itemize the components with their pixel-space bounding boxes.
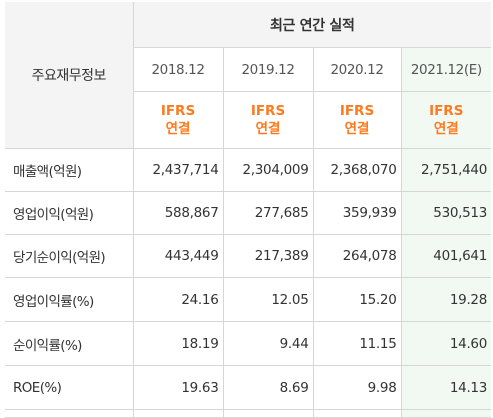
basis-scope: 연결 (165, 121, 191, 137)
table-cell: 2,437,714 (132, 148, 224, 192)
table-row: 순이익률(%) 18.19 9.44 11.15 14.60 (5, 321, 492, 366)
table-row: 영업이익률(%) 24.16 12.05 15.20 19.28 (5, 277, 492, 322)
table-cell: 588,867 (132, 191, 224, 235)
table-cell: 2,304,009 (222, 148, 314, 192)
basis-scope: 연결 (255, 121, 281, 137)
table-cell: 9.98 (312, 365, 402, 410)
table-cell-estimate: 401,641 (400, 234, 492, 278)
table-cell: 18.19 (132, 321, 224, 366)
table-cell: 24.16 (132, 277, 224, 322)
table-cell-estimate: 14.13 (400, 365, 492, 410)
row-label: 매출액(억원) (5, 148, 134, 192)
table-cell: 2,368,070 (312, 148, 402, 192)
table-cell-estimate: 14.60 (400, 321, 492, 366)
table-row: 당기순이익(억원) 443,449 217,389 264,078 401,64… (5, 234, 492, 278)
table-cell: 19.63 (132, 365, 224, 410)
basis-cell: IFRS 연결 (312, 91, 402, 149)
empty-cell (132, 409, 224, 418)
table-cell-estimate: 530,513 (400, 191, 492, 235)
empty-cell (5, 409, 134, 418)
table-cell: 443,449 (132, 234, 224, 278)
table-row: ROE(%) 19.63 8.69 9.98 14.13 (5, 365, 492, 410)
basis-standard: IFRS (160, 103, 196, 119)
empty-cell (400, 409, 492, 418)
period-header: 2019.12 (222, 47, 314, 92)
row-label: ROE(%) (5, 365, 134, 410)
basis-scope: 연결 (433, 121, 459, 137)
table-row: 매출액(억원) 2,437,714 2,304,009 2,368,070 2,… (5, 148, 492, 192)
period-header-estimate: 2021.12(E) (400, 47, 492, 92)
table-row-cutoff (5, 409, 492, 418)
row-label: 영업이익(억원) (5, 191, 134, 235)
table-cell: 15.20 (312, 277, 402, 322)
basis-standard: IFRS (429, 103, 464, 119)
table-cell: 359,939 (312, 191, 402, 235)
table-cell-estimate: 2,751,440 (400, 148, 492, 192)
period-header: 2018.12 (133, 47, 224, 92)
table-cell: 9.44 (222, 321, 314, 366)
empty-cell (222, 409, 314, 418)
group-header: 최근 연간 실적 (132, 0, 492, 48)
table-cell: 11.15 (312, 321, 402, 366)
corner-label: 주요재무정보 (5, 0, 134, 149)
basis-standard: IFRS (250, 103, 286, 119)
table-cell-estimate: 19.28 (400, 277, 492, 322)
table-cell: 12.05 (222, 277, 314, 322)
table-cell: 277,685 (222, 191, 314, 235)
table-cell: 264,078 (312, 234, 402, 278)
basis-cell-estimate: IFRS 연결 (400, 91, 492, 149)
empty-cell (312, 409, 402, 418)
basis-standard: IFRS (339, 103, 375, 119)
table-cell: 217,389 (222, 234, 314, 278)
financial-table: 주요재무정보 최근 연간 실적 2018.12 2019.12 2020.12 … (5, 0, 492, 418)
row-label: 당기순이익(억원) (5, 234, 134, 278)
row-label: 순이익률(%) (5, 321, 134, 366)
period-header: 2020.12 (312, 47, 402, 92)
basis-cell: IFRS 연결 (133, 91, 224, 149)
table-row: 영업이익(억원) 588,867 277,685 359,939 530,513 (5, 191, 492, 235)
table-cell: 8.69 (222, 365, 314, 410)
basis-scope: 연결 (344, 121, 370, 137)
basis-cell: IFRS 연결 (222, 91, 314, 149)
row-label: 영업이익률(%) (5, 277, 134, 322)
